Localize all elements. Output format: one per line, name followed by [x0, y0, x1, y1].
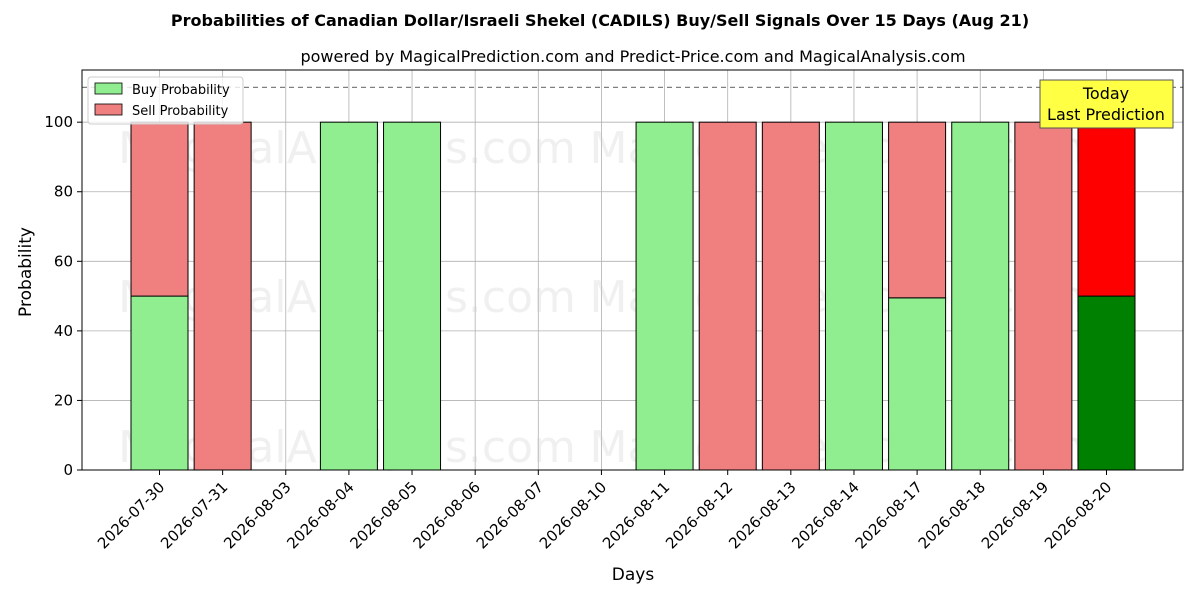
bar-sell — [761, 121, 820, 471]
legend-label-buy: Buy Probability — [132, 83, 230, 98]
today-annotation-line2: Last Prediction — [1047, 105, 1165, 124]
x-tick-label: 2026-08-05 — [346, 478, 420, 552]
y-tick-label: 60 — [54, 252, 73, 270]
x-axis: 2026-07-302026-07-312026-08-032026-08-04… — [94, 470, 1115, 552]
bar-sell — [1077, 121, 1136, 297]
x-tick-label: 2026-08-03 — [220, 478, 294, 552]
x-tick-label: 2026-08-17 — [852, 478, 926, 552]
x-tick-label: 2026-08-04 — [283, 478, 357, 552]
bar-sell — [130, 121, 189, 297]
x-tick-label: 2026-07-31 — [157, 478, 231, 552]
legend-swatch-sell — [94, 103, 123, 116]
y-tick-label: 0 — [63, 461, 73, 479]
bar-sell — [888, 121, 947, 299]
legend: Buy Probability Sell Probability — [87, 76, 244, 125]
today-annotation-line1: Today — [1082, 84, 1129, 103]
y-tick-label: 20 — [54, 391, 73, 409]
x-tick-label: 2026-07-30 — [94, 478, 168, 552]
x-tick-label: 2026-08-12 — [662, 478, 736, 552]
bar-buy — [824, 121, 883, 471]
bar-buy — [1077, 295, 1136, 471]
bar-sell — [1014, 121, 1073, 471]
bar-buy — [383, 121, 442, 471]
y-tick-label: 40 — [54, 322, 73, 340]
y-axis: 0 20 40 60 80 100 — [44, 113, 82, 479]
y-tick-label: 80 — [54, 183, 73, 201]
chart-subtitle: powered by MagicalPrediction.com and Pre… — [300, 47, 965, 66]
x-axis-label: Days — [612, 565, 655, 585]
x-tick-label: 2026-08-20 — [1041, 478, 1115, 552]
x-tick-label: 2026-08-07 — [473, 478, 547, 552]
bar-buy — [888, 297, 947, 471]
x-tick-label: 2026-08-10 — [536, 478, 610, 552]
bars — [130, 121, 1136, 471]
today-annotation: Today Last Prediction — [1039, 79, 1174, 129]
bar-sell — [698, 121, 757, 471]
legend-swatch-buy — [94, 82, 123, 95]
x-tick-label: 2026-08-18 — [915, 478, 989, 552]
x-tick-label: 2026-08-06 — [410, 478, 484, 552]
x-tick-label: 2026-08-19 — [978, 478, 1052, 552]
y-tick-label: 100 — [44, 113, 73, 131]
bar-buy — [635, 121, 694, 471]
plot-frame — [81, 69, 1184, 471]
bar-sell — [193, 121, 252, 471]
x-tick-label: 2026-08-11 — [599, 478, 673, 552]
legend-frame — [87, 76, 244, 125]
chart-title: Probabilities of Canadian Dollar/Israeli… — [171, 11, 1029, 30]
today-annotation-box — [1039, 79, 1174, 129]
bar-buy — [130, 295, 189, 471]
legend-label-sell: Sell Probability — [132, 104, 229, 119]
x-tick-label: 2026-08-14 — [788, 478, 862, 552]
y-axis-label: Probability — [16, 227, 36, 317]
bar-buy — [951, 121, 1010, 471]
x-tick-label: 2026-08-13 — [725, 478, 799, 552]
bar-buy — [319, 121, 378, 471]
